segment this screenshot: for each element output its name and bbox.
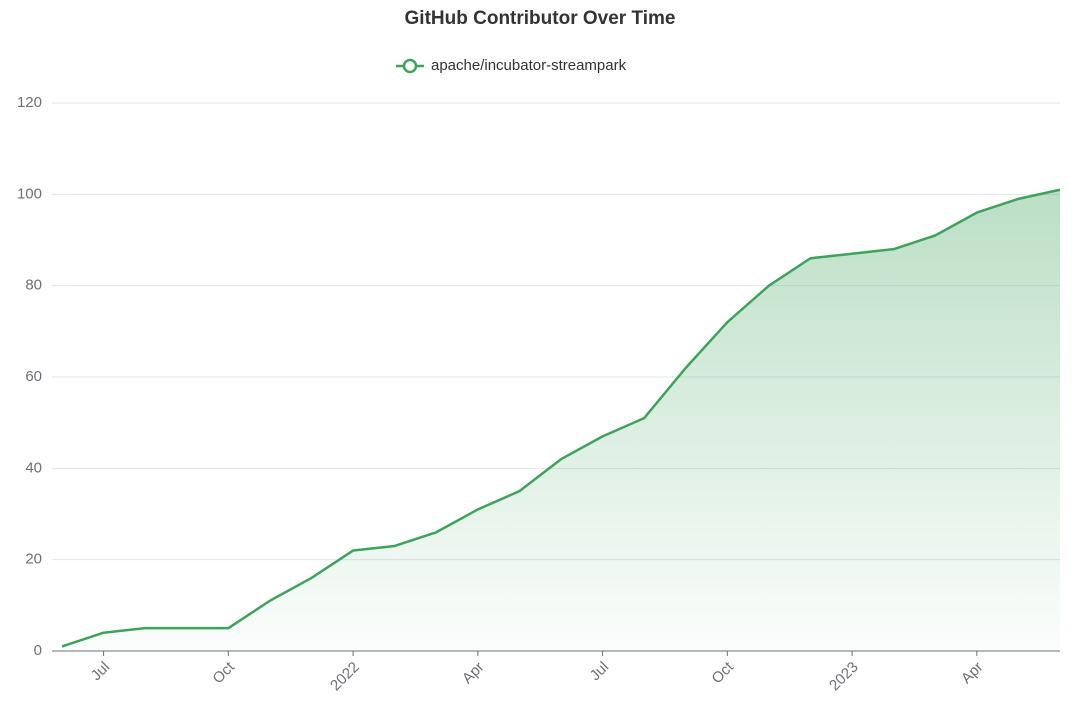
y-tick-label: 120 [17, 94, 42, 111]
area [62, 189, 1060, 651]
x-tick-label: Jul [88, 659, 114, 685]
x-tick-label: Oct [708, 658, 737, 687]
y-tick-label: 40 [25, 459, 42, 476]
x-tick-label: 2023 [826, 659, 862, 695]
line [61, 188, 1061, 648]
x-tick-label: 2022 [327, 659, 363, 695]
y-tick-label: 0 [34, 642, 42, 659]
y-tick-label: 60 [25, 368, 42, 385]
y-tick-label: 20 [25, 551, 42, 568]
chart-title: GitHub Contributor Over Time [405, 8, 676, 29]
x-tick-label: Oct [209, 658, 238, 687]
x-tick-label: Jul [587, 659, 613, 685]
y-tick-label: 100 [17, 185, 42, 202]
legend-marker [402, 58, 418, 74]
y-tick-label: 80 [25, 277, 42, 294]
x-tick-label: Apr [958, 659, 987, 688]
legend-label: apache/incubator-streampark [431, 57, 627, 74]
x-tick-label: Apr [459, 659, 488, 688]
